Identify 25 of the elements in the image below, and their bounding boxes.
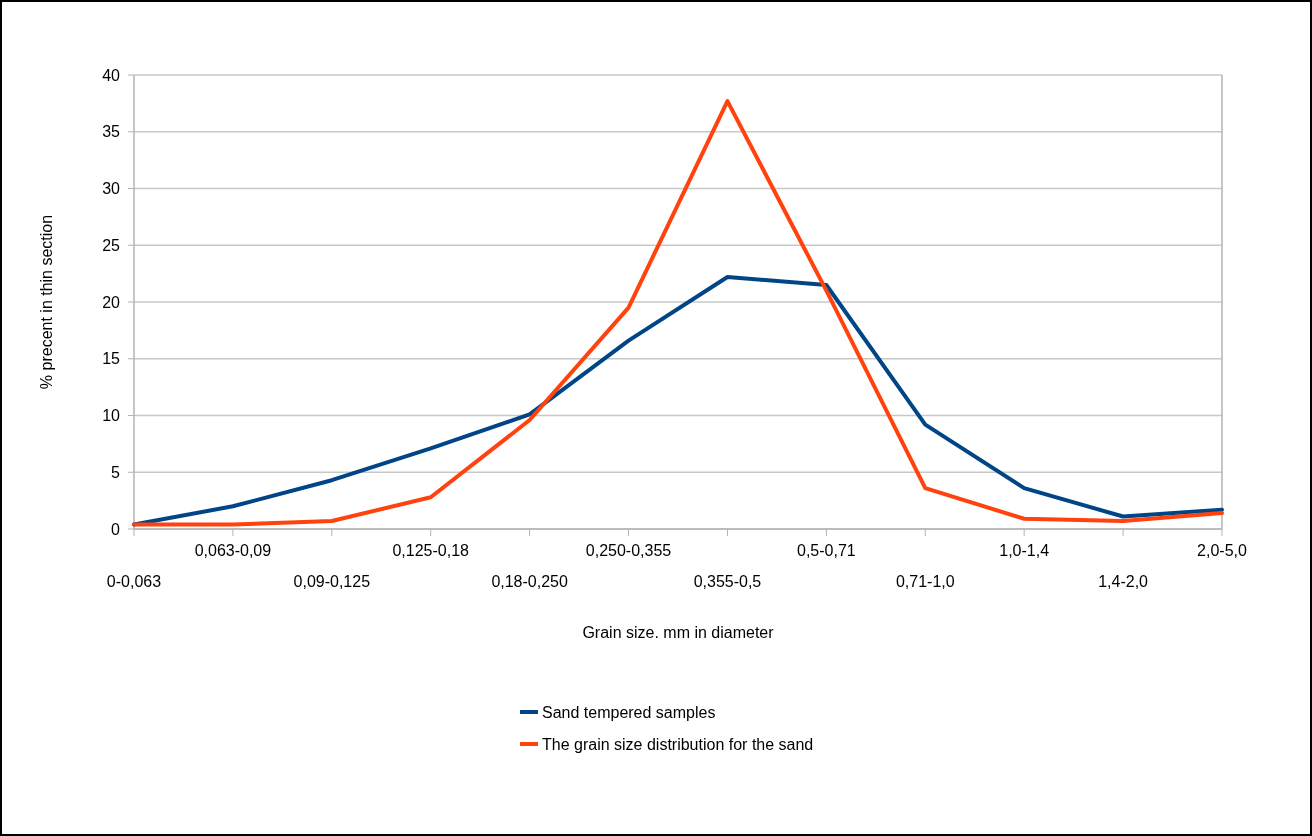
y-tick-label: 35 xyxy=(102,123,121,141)
x-tick-label: 0-0,063 xyxy=(106,573,162,590)
legend-label: Sand tempered samples xyxy=(542,703,716,721)
x-tick-label: 0,355-0,5 xyxy=(693,573,762,590)
x-tick-label: 1,0-1,4 xyxy=(999,542,1050,559)
y-tick-label: 10 xyxy=(102,407,121,425)
x-tick-label: 0,063-0,09 xyxy=(194,542,272,559)
y-axis-title: % precent in thin section xyxy=(38,214,55,390)
y-tick-label: 15 xyxy=(102,350,121,368)
y-tick-label: 20 xyxy=(102,293,121,311)
x-tick-label: 0,18-0,250 xyxy=(491,573,568,590)
x-tick-label: 0,09-0,125 xyxy=(293,573,371,590)
x-tick-label: 0,125-0,18 xyxy=(392,542,470,559)
y-tick-label: 40 xyxy=(102,66,121,84)
y-tick-label: 0 xyxy=(111,520,121,538)
x-tick-label: 0,250-0,355 xyxy=(585,542,672,559)
legend-label: The grain size distribution for the sand xyxy=(542,735,814,753)
x-axis-title: Grain size. mm in diameter xyxy=(582,624,775,641)
y-tick-label: 30 xyxy=(102,180,121,198)
x-tick-label: 0,5-0,71 xyxy=(797,542,856,559)
x-tick-label: 0,71-1,0 xyxy=(895,573,955,590)
x-tick-label: 1,4-2,0 xyxy=(1098,573,1149,590)
y-tick-label: 5 xyxy=(111,463,121,481)
y-tick-label: 25 xyxy=(102,236,121,254)
x-tick-label: 2,0-5,0 xyxy=(1197,542,1248,559)
